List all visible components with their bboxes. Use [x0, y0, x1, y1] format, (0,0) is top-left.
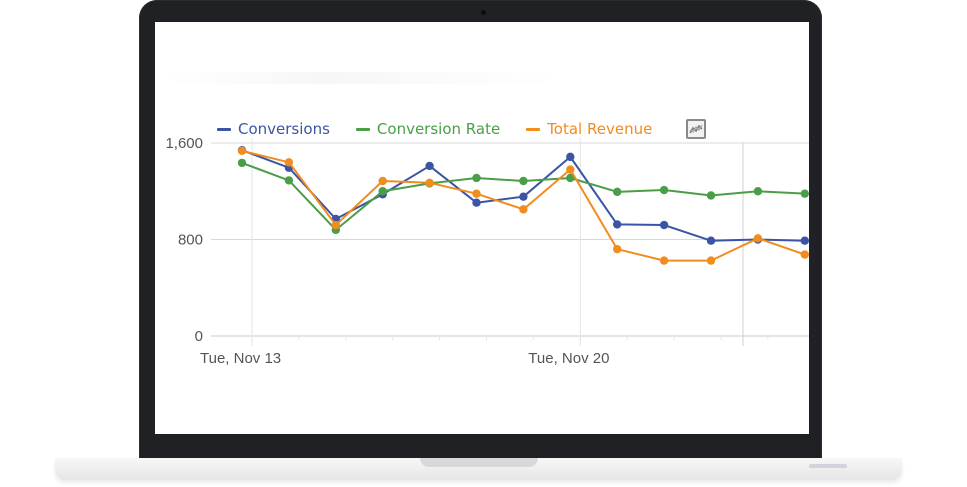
data-point-conversion-rate: [284, 176, 294, 185]
data-point-conversion-rate: [706, 191, 716, 200]
data-point-conversion-rate: [659, 185, 669, 195]
legend-item-conversion-rate[interactable]: Conversion Rate: [355, 120, 501, 138]
data-point-conversion-rate: [237, 158, 247, 168]
data-point-conversions: [800, 236, 809, 245]
data-point-conversions: [659, 220, 669, 230]
line-chart-icon[interactable]: [686, 119, 707, 139]
legend-item-total-revenue[interactable]: Total Revenue: [526, 120, 652, 138]
legend-label-conversion-rate: Conversion Rate: [376, 120, 501, 138]
legend-swatch-conversion-rate: [355, 127, 370, 131]
data-point-total-revenue: [331, 220, 340, 230]
laptop-notch: [420, 458, 538, 467]
data-point-conversions: [472, 198, 481, 207]
laptop-indicator: [809, 464, 847, 468]
data-point-conversion-rate: [472, 173, 481, 183]
y-tick-label: 1,600: [165, 135, 203, 152]
x-tick-label: Tue, Nov 20: [528, 350, 609, 367]
data-point-total-revenue: [800, 250, 809, 259]
line-chart-glyph: [689, 124, 703, 134]
data-point-total-revenue: [659, 256, 669, 265]
y-tick-label: 0: [195, 328, 203, 345]
data-point-total-revenue: [425, 178, 434, 188]
data-point-conversion-rate: [800, 189, 809, 198]
data-point-total-revenue: [613, 244, 622, 254]
data-point-total-revenue: [284, 158, 294, 167]
data-point-conversion-rate: [519, 176, 528, 186]
data-point-conversions: [613, 220, 622, 229]
data-point-total-revenue: [472, 189, 481, 198]
data-point-total-revenue: [753, 234, 763, 243]
data-point-total-revenue: [378, 176, 387, 186]
x-tick-label: Tue, Nov 13: [200, 350, 281, 367]
camera-icon: [481, 10, 486, 15]
data-point-conversions: [425, 161, 434, 171]
chart-legend: Conversions Conversion Rate Total Revenu…: [217, 118, 707, 140]
y-tick-label: 800: [178, 232, 203, 249]
data-point-conversions: [566, 152, 575, 162]
legend-item-conversions[interactable]: Conversions: [217, 120, 330, 138]
line-chart: 0 800 1,600 Tue, Nov 13 Tue, Nov 20: [165, 135, 809, 367]
legend-label-conversions: Conversions: [238, 120, 330, 138]
data-point-conversions: [519, 192, 528, 201]
data-point-conversion-rate: [613, 187, 622, 197]
screen: 0 800 1,600 Tue, Nov 13 Tue, Nov 20 Conversi…: [155, 22, 809, 434]
legend-swatch-total-revenue: [526, 127, 541, 131]
faded-header: [167, 72, 557, 84]
legend-label-total-revenue: Total Revenue: [547, 120, 653, 138]
laptop-base: [55, 458, 902, 480]
data-point-total-revenue: [237, 146, 247, 156]
data-point-conversion-rate: [753, 187, 763, 196]
data-point-total-revenue: [566, 165, 575, 174]
data-point-conversion-rate: [378, 187, 387, 196]
legend-swatch-conversions: [217, 127, 231, 131]
data-point-total-revenue: [706, 256, 716, 265]
data-point-conversions: [706, 236, 716, 245]
data-point-conversion-rate: [566, 173, 575, 183]
data-point-total-revenue: [519, 205, 528, 214]
